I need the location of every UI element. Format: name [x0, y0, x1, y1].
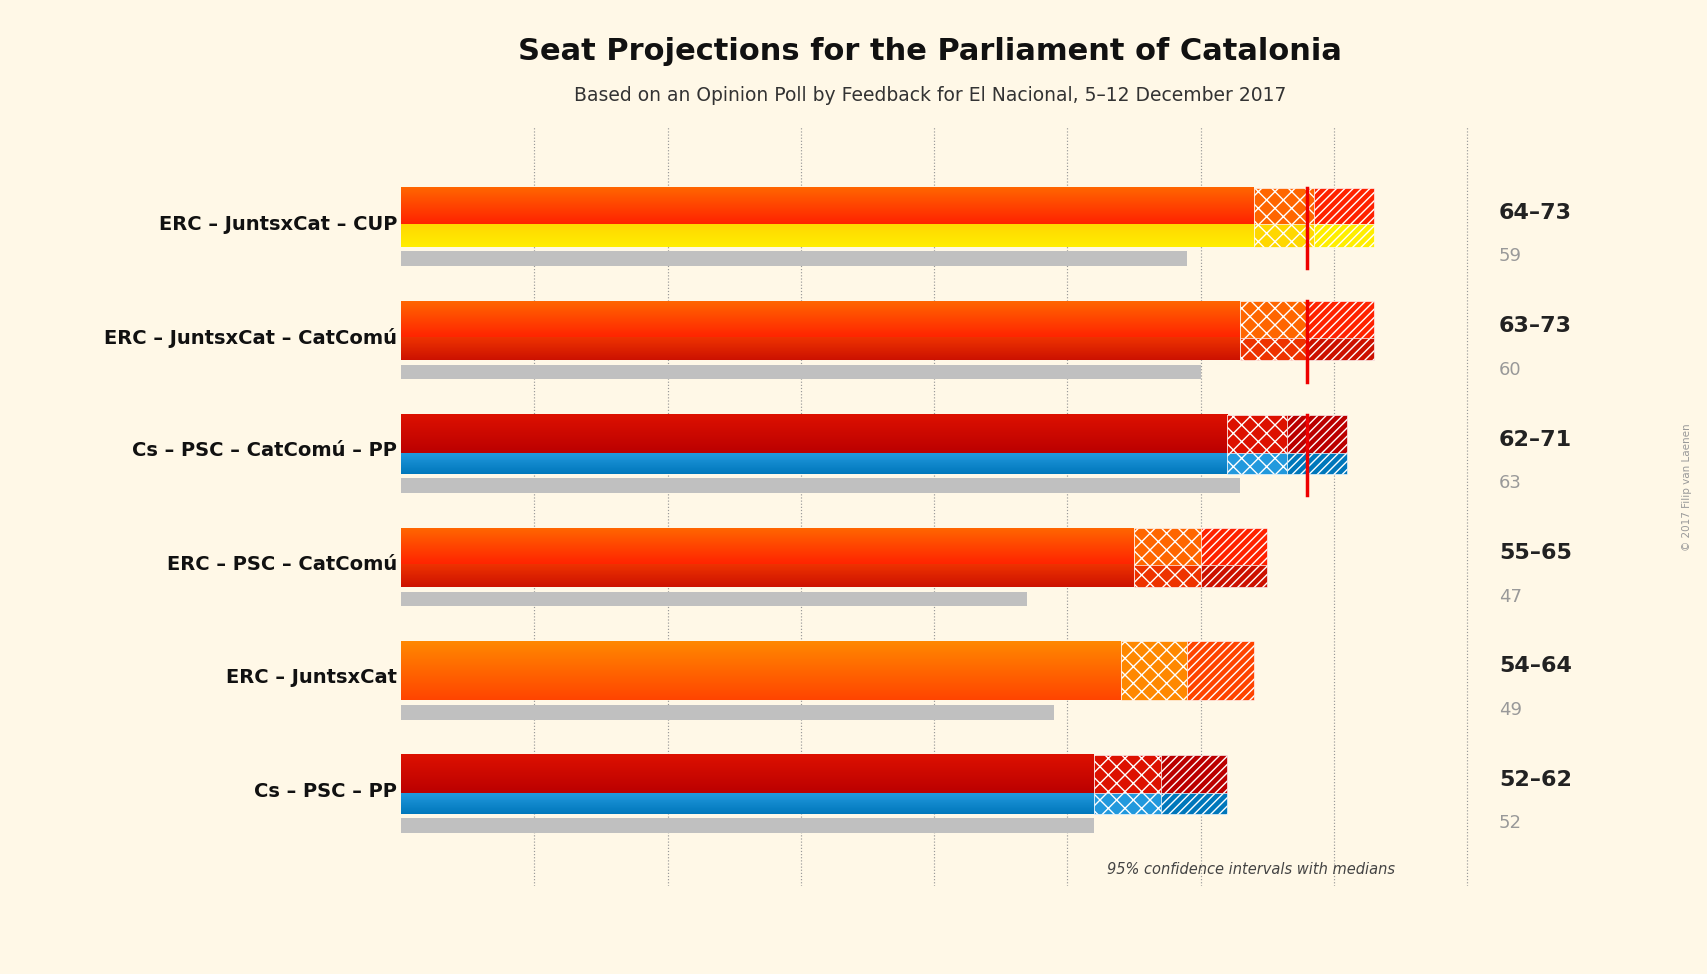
Bar: [1255, 188, 1314, 224]
Bar: [1133, 528, 1200, 587]
Bar: [1241, 338, 1308, 360]
Bar: [1133, 565, 1200, 587]
Bar: [1227, 415, 1287, 453]
Text: Cs – PSC – CatComú – PP: Cs – PSC – CatComú – PP: [131, 441, 398, 461]
Bar: [1200, 565, 1267, 587]
Bar: [1133, 528, 1200, 565]
Bar: [1227, 415, 1287, 473]
Text: 62–71: 62–71: [1499, 430, 1572, 450]
Bar: [401, 818, 1094, 833]
Bar: [401, 364, 1200, 380]
Bar: [1186, 642, 1255, 700]
Text: 64–73: 64–73: [1499, 203, 1572, 223]
Bar: [1161, 755, 1227, 793]
Text: ERC – JuntsxCat – CatComú: ERC – JuntsxCat – CatComú: [104, 327, 398, 348]
Text: Cs – PSC – PP: Cs – PSC – PP: [254, 781, 398, 801]
Text: ERC – JuntsxCat: ERC – JuntsxCat: [225, 668, 398, 688]
Bar: [1120, 642, 1186, 700]
Text: 63–73: 63–73: [1499, 317, 1572, 336]
Text: Based on an Opinion Poll by Feedback for El Nacional, 5–12 December 2017: Based on an Opinion Poll by Feedback for…: [574, 86, 1287, 105]
Text: 59: 59: [1499, 247, 1523, 266]
Bar: [1094, 755, 1161, 793]
Bar: [1200, 528, 1267, 565]
Text: © 2017 Filip van Laenen: © 2017 Filip van Laenen: [1681, 423, 1692, 551]
Bar: [1255, 224, 1314, 246]
Bar: [1161, 793, 1227, 813]
Bar: [1120, 642, 1186, 700]
Text: Seat Projections for the Parliament of Catalonia: Seat Projections for the Parliament of C…: [519, 37, 1342, 66]
Text: 52: 52: [1499, 814, 1523, 833]
Bar: [401, 251, 1186, 266]
Bar: [401, 591, 1028, 606]
Text: 63: 63: [1499, 474, 1523, 492]
Text: 60: 60: [1499, 360, 1521, 379]
Bar: [1287, 453, 1347, 473]
Bar: [1094, 755, 1161, 813]
Bar: [401, 705, 1053, 720]
Bar: [1094, 793, 1161, 813]
Bar: [1314, 224, 1374, 246]
Bar: [1161, 755, 1227, 813]
Text: 55–65: 55–65: [1499, 543, 1572, 563]
Bar: [1287, 415, 1347, 473]
Bar: [1308, 338, 1374, 360]
Bar: [1200, 528, 1267, 587]
Bar: [1241, 301, 1308, 338]
Bar: [1241, 301, 1308, 360]
Text: 54–64: 54–64: [1499, 656, 1572, 676]
Text: 95% confidence intervals with medians: 95% confidence intervals with medians: [1108, 862, 1395, 878]
Text: 52–62: 52–62: [1499, 769, 1572, 790]
Bar: [1227, 453, 1287, 473]
Text: 49: 49: [1499, 701, 1523, 719]
Bar: [1255, 188, 1314, 246]
Text: ERC – JuntsxCat – CUP: ERC – JuntsxCat – CUP: [159, 214, 398, 234]
Bar: [1186, 642, 1255, 700]
Bar: [1308, 301, 1374, 338]
Text: 47: 47: [1499, 587, 1523, 606]
Bar: [1314, 188, 1374, 246]
Bar: [1287, 415, 1347, 453]
Text: ERC – PSC – CatComú: ERC – PSC – CatComú: [167, 555, 398, 574]
Bar: [1308, 301, 1374, 360]
Bar: [1314, 188, 1374, 224]
Bar: [401, 478, 1241, 493]
